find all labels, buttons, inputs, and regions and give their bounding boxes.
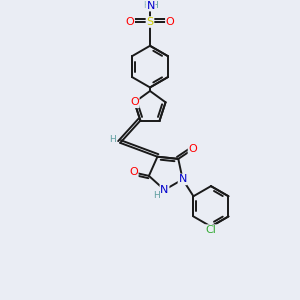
Text: O: O — [188, 144, 197, 154]
Text: H: H — [153, 191, 160, 200]
Text: N: N — [178, 174, 187, 184]
Text: Cl: Cl — [206, 225, 216, 235]
Text: H: H — [110, 135, 116, 144]
Text: S: S — [146, 17, 154, 27]
Text: O: O — [130, 97, 139, 107]
Text: O: O — [166, 17, 175, 27]
Text: N: N — [160, 185, 169, 195]
Text: H: H — [143, 1, 150, 10]
Text: O: O — [129, 167, 138, 177]
Text: O: O — [125, 17, 134, 27]
Text: N: N — [146, 1, 155, 11]
Text: H: H — [152, 1, 158, 10]
